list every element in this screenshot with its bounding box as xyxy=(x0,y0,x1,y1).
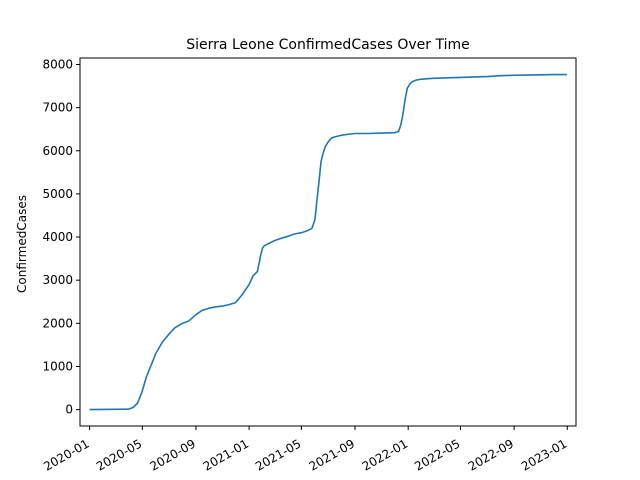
y-tick-label: 1000 xyxy=(42,359,73,373)
y-axis-label: ConfirmedCases xyxy=(15,195,29,293)
y-tick-label: 0 xyxy=(65,403,73,417)
y-tick-label: 6000 xyxy=(42,144,73,158)
y-axis: 0 1000 2000 3000 4000 5000 6000 7000 8000 xyxy=(42,57,80,417)
y-tick-label: 8000 xyxy=(42,57,73,71)
y-tick-label: 7000 xyxy=(42,101,73,115)
plot-frame xyxy=(79,57,577,427)
plot-area xyxy=(89,73,567,411)
chart-title: Sierra Leone ConfirmedCases Over Time xyxy=(186,37,469,53)
y-tick-label: 3000 xyxy=(42,273,73,287)
y-tick-label: 5000 xyxy=(42,187,73,201)
y-tick-label: 2000 xyxy=(42,316,73,330)
series-line-0 xyxy=(89,73,567,411)
y-tick-label: 4000 xyxy=(42,230,73,244)
